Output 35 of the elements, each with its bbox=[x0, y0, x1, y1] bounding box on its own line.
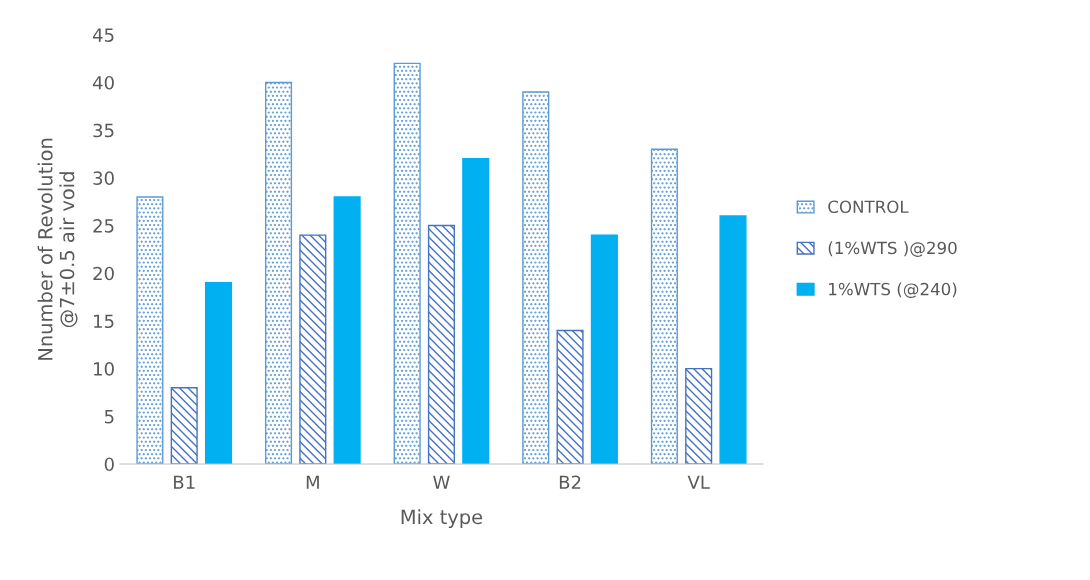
y-tick-label: 35 bbox=[93, 123, 114, 138]
bar bbox=[204, 282, 233, 464]
y-tick-label: 5 bbox=[104, 410, 114, 424]
bar bbox=[170, 387, 198, 464]
y-tick-label: 10 bbox=[94, 362, 114, 376]
legend-label: CONTROL bbox=[828, 200, 909, 214]
bar bbox=[333, 196, 361, 464]
y-tick-label: 45 bbox=[92, 28, 114, 42]
bar bbox=[462, 158, 490, 464]
y-axis-title: Nnumber of Revolution @7±0.5 air void bbox=[37, 138, 78, 360]
legend-label: (1%WTS )@290 bbox=[828, 241, 957, 257]
x-tick-label: B1 bbox=[174, 475, 195, 489]
y-tick-label: 20 bbox=[93, 266, 114, 281]
bar bbox=[556, 329, 584, 464]
y-tick-label: 15 bbox=[94, 314, 114, 329]
bar bbox=[650, 148, 678, 464]
bar bbox=[264, 81, 293, 464]
x-tick-label: W bbox=[433, 475, 450, 489]
y-tick-label: 0 bbox=[104, 457, 114, 472]
bar bbox=[685, 367, 713, 464]
bar bbox=[393, 62, 421, 464]
x-tick-label: M bbox=[306, 475, 319, 489]
bar bbox=[590, 234, 618, 464]
x-axis-title: Mix type bbox=[401, 509, 483, 529]
bar bbox=[719, 215, 747, 464]
bar bbox=[522, 91, 550, 464]
bar bbox=[299, 234, 327, 464]
bar bbox=[427, 224, 456, 464]
bar bbox=[136, 196, 164, 464]
y-tick-label: 40 bbox=[92, 75, 114, 90]
legend-label: 1%WTS (@240) bbox=[829, 282, 957, 299]
x-tick-label: VL bbox=[687, 475, 710, 489]
y-tick-label: 25 bbox=[93, 219, 114, 233]
y-tick-label: 30 bbox=[93, 171, 114, 185]
x-tick-label: B2 bbox=[559, 475, 581, 489]
